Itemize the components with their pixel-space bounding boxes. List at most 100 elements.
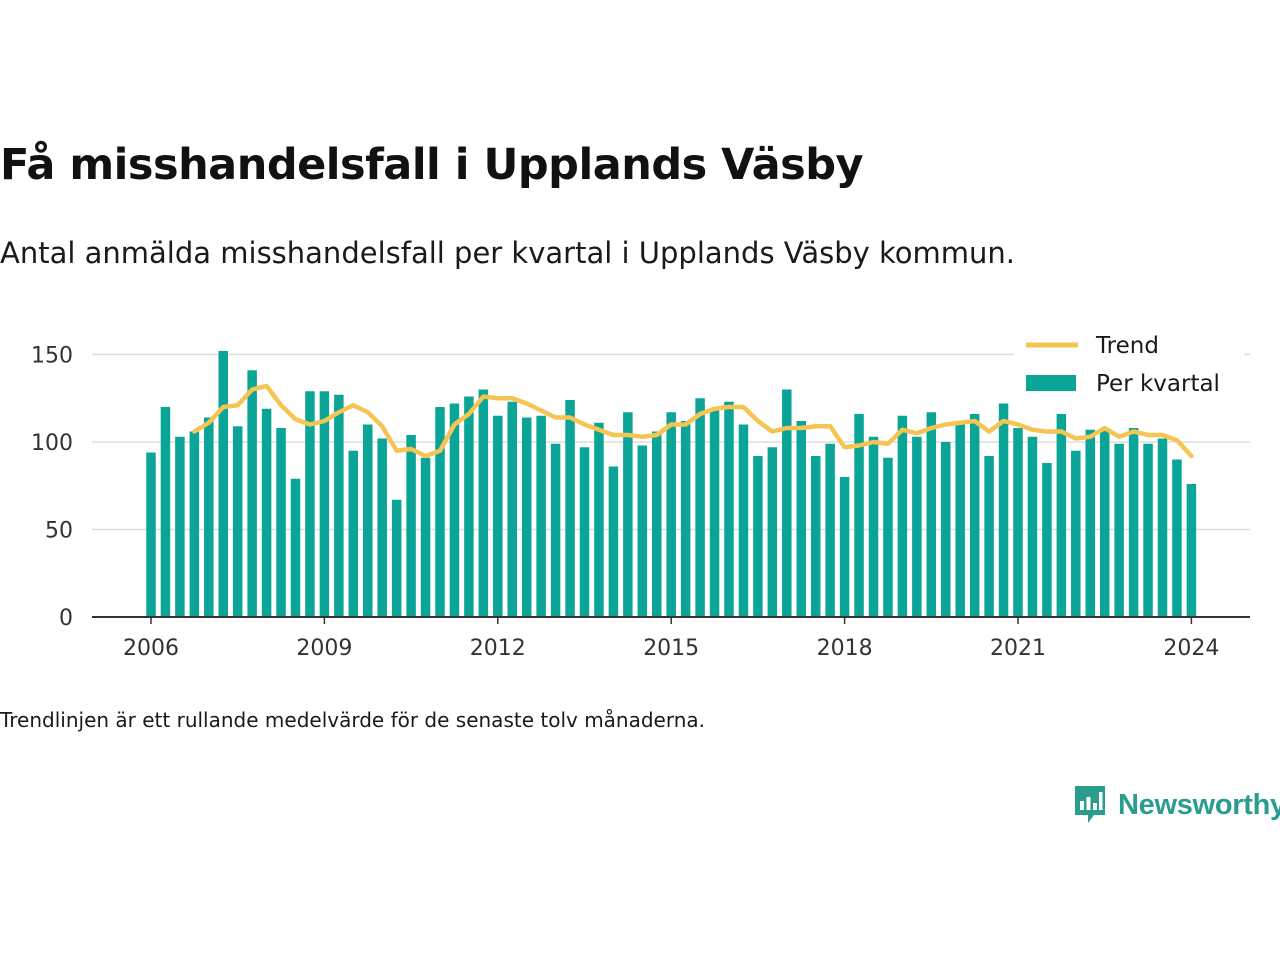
bar-per-kvartal [767, 447, 778, 617]
bar-per-kvartal [1099, 428, 1110, 617]
bar-per-kvartal [1042, 463, 1052, 617]
brand-logo: Newsworthy [1072, 784, 1280, 826]
bar-per-kvartal [565, 400, 575, 617]
trend-line [192, 383, 1194, 459]
bar-per-kvartal [652, 431, 662, 617]
bar-per-kvartal [1056, 408, 1067, 617]
y-tick-label-150: 150 [31, 344, 73, 369]
bar-per-kvartal [868, 436, 879, 617]
bar-per-kvartal [334, 394, 344, 617]
bar-per-kvartal [608, 466, 619, 617]
bar-per-kvartal [969, 414, 980, 617]
bar-per-kvartal [738, 424, 749, 617]
bar-per-kvartal [507, 401, 517, 617]
bar-per-kvartal [680, 421, 691, 617]
x-tick-label-2006: 2006 [123, 636, 179, 661]
bar-per-kvartal [637, 445, 648, 617]
legend: Trend Per kvartal [1014, 328, 1244, 414]
bar-per-kvartal [1157, 438, 1168, 617]
bar-per-kvartal [854, 414, 864, 617]
footnote: Trendlinjen är ett rullande medelvärde f… [0, 708, 706, 732]
bar-per-kvartal [941, 442, 951, 617]
bar-per-kvartal [1186, 484, 1197, 617]
line-series-trend [192, 383, 1194, 459]
bar-per-kvartal [305, 391, 315, 617]
bar-per-kvartal [493, 415, 503, 617]
bar-per-kvartal [391, 499, 402, 617]
bar-per-kvartal [724, 401, 734, 617]
legend-label-per-kvartal: Per kvartal [1096, 371, 1220, 397]
bar-per-kvartal [1027, 436, 1038, 617]
bar-per-kvartal [435, 407, 445, 617]
bar-per-kvartal [420, 457, 431, 617]
bar-per-kvartal [796, 421, 806, 617]
x-tick-label-2024: 2024 [1163, 636, 1219, 661]
bar-per-kvartal [290, 478, 301, 617]
brand-name: Newsworthy [1118, 788, 1280, 821]
bar-per-kvartal [955, 421, 965, 617]
bar-per-kvartal [406, 435, 416, 617]
legend-label-trend: Trend [1095, 333, 1159, 359]
bar-per-kvartal [319, 391, 330, 617]
bar-per-kvartal [175, 436, 185, 617]
bar-per-kvartal [1114, 443, 1124, 617]
bar-per-kvartal [1128, 428, 1139, 617]
bar-per-kvartal [232, 426, 243, 617]
x-tick-label-2021: 2021 [990, 636, 1046, 661]
legend-swatch-per-kvartal [1026, 375, 1076, 391]
bar-per-kvartal [1172, 459, 1182, 617]
bar-per-kvartal [753, 456, 763, 617]
bar-per-kvartal [839, 477, 850, 617]
x-tick-label-2015: 2015 [643, 636, 699, 661]
bar-per-kvartal [1085, 429, 1095, 617]
bar-per-kvartal [521, 417, 532, 617]
bar-per-kvartal [579, 447, 590, 617]
axes: 0 50 100 150 2006 2009 2012 2015 2018 2021 2024 [31, 344, 1250, 661]
bar-per-kvartal [1013, 428, 1023, 617]
x-tick-label-2009: 2009 [296, 636, 352, 661]
legend-background [1014, 328, 1244, 414]
bar-per-kvartal [363, 424, 373, 617]
bar-per-kvartal [146, 452, 156, 617]
bar-per-kvartal [536, 415, 546, 617]
bar-per-kvartal [666, 412, 676, 617]
chart-title: Få misshandelsfall i Upplands Väsby [0, 140, 864, 190]
x-tick-label-2012: 2012 [470, 636, 526, 661]
bar-per-kvartal [449, 403, 460, 617]
bar-per-kvartal [984, 456, 994, 617]
bar-per-kvartal [912, 436, 922, 617]
bar-per-kvartal [594, 422, 604, 617]
bar-per-kvartal [1071, 450, 1081, 617]
bar-per-kvartal [825, 443, 835, 617]
bar-per-kvartal [897, 415, 908, 617]
bar-per-kvartal [998, 403, 1009, 617]
bar-per-kvartal [695, 398, 705, 617]
bar-per-kvartal [247, 370, 257, 617]
y-tick-label-0: 0 [59, 606, 73, 631]
bar-per-kvartal [1143, 443, 1153, 617]
bar-per-kvartal [464, 396, 474, 617]
y-tick-label-100: 100 [31, 431, 73, 456]
chart-subtitle: Antal anmälda misshandelsfall per kvarta… [0, 236, 1015, 270]
newsworthy-logo-icon [1075, 786, 1105, 823]
bar-per-kvartal [926, 412, 937, 617]
bar-per-kvartal [189, 431, 200, 617]
bar-per-kvartal [550, 443, 561, 617]
bar-per-kvartal [782, 389, 792, 617]
bar-per-kvartal [478, 389, 489, 617]
bar-per-kvartal [218, 351, 228, 617]
bar-per-kvartal [709, 410, 720, 617]
chart-plot: 0 50 100 150 2006 2009 2012 2015 2018 2021 2024 Tr… [31, 328, 1250, 661]
y-tick-label-50: 50 [45, 519, 73, 544]
bar-per-kvartal [883, 457, 893, 617]
bar-per-kvartal [810, 456, 821, 617]
bar-per-kvartal [204, 417, 214, 617]
x-tick-label-2018: 2018 [817, 636, 873, 661]
bar-per-kvartal [623, 412, 633, 617]
bar-series-per-kvartal [146, 351, 1197, 617]
bar-per-kvartal [276, 428, 286, 617]
bar-per-kvartal [160, 407, 171, 617]
bar-per-kvartal [261, 408, 272, 617]
bar-per-kvartal [377, 438, 387, 617]
bar-per-kvartal [348, 450, 359, 617]
